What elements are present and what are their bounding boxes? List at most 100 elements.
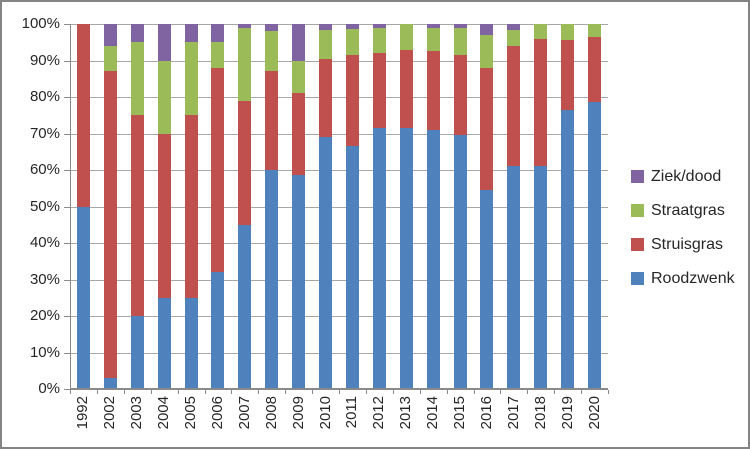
bar-segment-struisgras[interactable] xyxy=(76,24,90,207)
bar-segment-ziek-dood[interactable] xyxy=(345,24,359,30)
bar-2008[interactable] xyxy=(265,24,279,389)
bar-2019[interactable] xyxy=(561,24,575,389)
bar-2010[interactable] xyxy=(319,24,333,389)
bar-segment-struisgras[interactable] xyxy=(480,67,494,191)
bar-segment-roodzwenk[interactable] xyxy=(453,135,467,389)
bar-segment-straatgras[interactable] xyxy=(480,34,494,68)
bar-segment-straatgras[interactable] xyxy=(103,45,117,72)
bar-segment-struisgras[interactable] xyxy=(345,55,359,147)
bar-segment-straatgras[interactable] xyxy=(588,24,602,37)
bar-segment-roodzwenk[interactable] xyxy=(372,128,386,389)
bar-segment-roodzwenk[interactable] xyxy=(157,297,171,389)
bar-segment-ziek-dood[interactable] xyxy=(480,24,494,35)
bar-segment-roodzwenk[interactable] xyxy=(103,378,117,389)
bar-segment-straatgras[interactable] xyxy=(211,42,225,68)
bar-segment-ziek-dood[interactable] xyxy=(507,24,521,30)
bar-segment-straatgras[interactable] xyxy=(265,31,279,72)
x-axis-label: 2019 xyxy=(558,396,576,430)
bar-segment-straatgras[interactable] xyxy=(561,24,575,41)
bar-segment-ziek-dood[interactable] xyxy=(211,24,225,43)
bar-segment-straatgras[interactable] xyxy=(399,24,413,50)
bar-segment-straatgras[interactable] xyxy=(345,29,359,56)
bar-1992[interactable] xyxy=(76,24,90,389)
bar-segment-struisgras[interactable] xyxy=(265,71,279,170)
bar-segment-struisgras[interactable] xyxy=(507,45,521,167)
bar-segment-ziek-dood[interactable] xyxy=(292,24,306,61)
bar-2017[interactable] xyxy=(507,24,521,389)
bar-segment-struisgras[interactable] xyxy=(534,38,548,167)
bar-segment-straatgras[interactable] xyxy=(453,27,467,56)
bar-segment-ziek-dood[interactable] xyxy=(372,24,386,28)
bar-segment-roodzwenk[interactable] xyxy=(588,102,602,389)
bar-segment-roodzwenk[interactable] xyxy=(319,137,333,389)
bar-segment-struisgras[interactable] xyxy=(238,100,252,225)
bar-segment-ziek-dood[interactable] xyxy=(238,24,252,28)
bar-segment-struisgras[interactable] xyxy=(130,115,144,316)
bar-segment-roodzwenk[interactable] xyxy=(292,175,306,389)
bar-segment-ziek-dood[interactable] xyxy=(157,24,171,61)
bar-segment-straatgras[interactable] xyxy=(426,27,440,52)
bar-segment-struisgras[interactable] xyxy=(399,49,413,129)
bar-segment-roodzwenk[interactable] xyxy=(265,170,279,389)
bar-segment-straatgras[interactable] xyxy=(319,29,333,59)
bar-segment-struisgras[interactable] xyxy=(561,40,575,110)
bar-segment-struisgras[interactable] xyxy=(157,133,171,298)
bar-2014[interactable] xyxy=(426,24,440,389)
bar-segment-struisgras[interactable] xyxy=(588,36,602,103)
bar-segment-straatgras[interactable] xyxy=(157,60,171,134)
bar-2016[interactable] xyxy=(480,24,494,389)
bar-2005[interactable] xyxy=(184,24,198,389)
bar-segment-struisgras[interactable] xyxy=(103,71,117,379)
bar-segment-roodzwenk[interactable] xyxy=(507,166,521,389)
bar-2018[interactable] xyxy=(534,24,548,389)
bar-2006[interactable] xyxy=(211,24,225,389)
bar-segment-ziek-dood[interactable] xyxy=(184,24,198,43)
bar-segment-struisgras[interactable] xyxy=(211,67,225,273)
bar-segment-straatgras[interactable] xyxy=(184,42,198,116)
legend-item[interactable]: Struisgras xyxy=(631,236,735,253)
bar-2007[interactable] xyxy=(238,24,252,389)
bar-segment-ziek-dood[interactable] xyxy=(426,24,440,28)
bar-segment-roodzwenk[interactable] xyxy=(399,128,413,389)
legend-item[interactable]: Straatgras xyxy=(631,202,735,219)
bar-2020[interactable] xyxy=(588,24,602,389)
bar-2013[interactable] xyxy=(399,24,413,389)
bar-segment-straatgras[interactable] xyxy=(534,24,548,39)
bar-segment-roodzwenk[interactable] xyxy=(480,190,494,389)
bar-2004[interactable] xyxy=(157,24,171,389)
bar-segment-ziek-dood[interactable] xyxy=(265,24,279,32)
bar-segment-roodzwenk[interactable] xyxy=(130,316,144,389)
bar-segment-roodzwenk[interactable] xyxy=(76,206,90,389)
bar-segment-roodzwenk[interactable] xyxy=(345,146,359,389)
bar-segment-roodzwenk[interactable] xyxy=(238,224,252,389)
bar-2002[interactable] xyxy=(103,24,117,389)
bar-segment-roodzwenk[interactable] xyxy=(561,109,575,389)
bar-segment-straatgras[interactable] xyxy=(507,29,521,46)
bar-segment-straatgras[interactable] xyxy=(292,60,306,94)
bar-segment-struisgras[interactable] xyxy=(184,115,198,298)
bar-segment-struisgras[interactable] xyxy=(372,53,386,129)
bar-segment-ziek-dood[interactable] xyxy=(130,24,144,43)
bar-2012[interactable] xyxy=(372,24,386,389)
bar-segment-roodzwenk[interactable] xyxy=(184,297,198,389)
bar-segment-ziek-dood[interactable] xyxy=(319,24,333,30)
bar-segment-struisgras[interactable] xyxy=(426,51,440,130)
bar-2009[interactable] xyxy=(292,24,306,389)
bar-segment-struisgras[interactable] xyxy=(453,55,467,136)
bar-segment-ziek-dood[interactable] xyxy=(453,24,467,28)
bar-segment-roodzwenk[interactable] xyxy=(211,272,225,389)
bar-segment-straatgras[interactable] xyxy=(130,42,144,116)
bar-segment-roodzwenk[interactable] xyxy=(426,129,440,389)
bar-2011[interactable] xyxy=(345,24,359,389)
bar-segment-straatgras[interactable] xyxy=(372,27,386,54)
bar-2015[interactable] xyxy=(453,24,467,389)
legend-item[interactable]: Roodzwenk xyxy=(631,270,735,287)
bar-segment-ziek-dood[interactable] xyxy=(103,24,117,46)
legend-item[interactable]: Ziek/dood xyxy=(631,168,735,185)
bar-segment-struisgras[interactable] xyxy=(319,58,333,138)
y-axis-tick xyxy=(64,352,70,354)
bar-2003[interactable] xyxy=(130,24,144,389)
bar-segment-roodzwenk[interactable] xyxy=(534,166,548,389)
bar-segment-struisgras[interactable] xyxy=(292,93,306,176)
bar-segment-straatgras[interactable] xyxy=(238,27,252,101)
